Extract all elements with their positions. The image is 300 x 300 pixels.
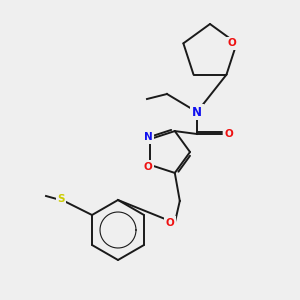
Text: O: O (144, 162, 153, 172)
Text: S: S (57, 194, 65, 204)
Text: N: N (144, 132, 153, 142)
Text: O: O (227, 38, 236, 48)
Text: N: N (192, 106, 202, 118)
Text: O: O (165, 218, 174, 228)
Text: O: O (225, 129, 233, 139)
